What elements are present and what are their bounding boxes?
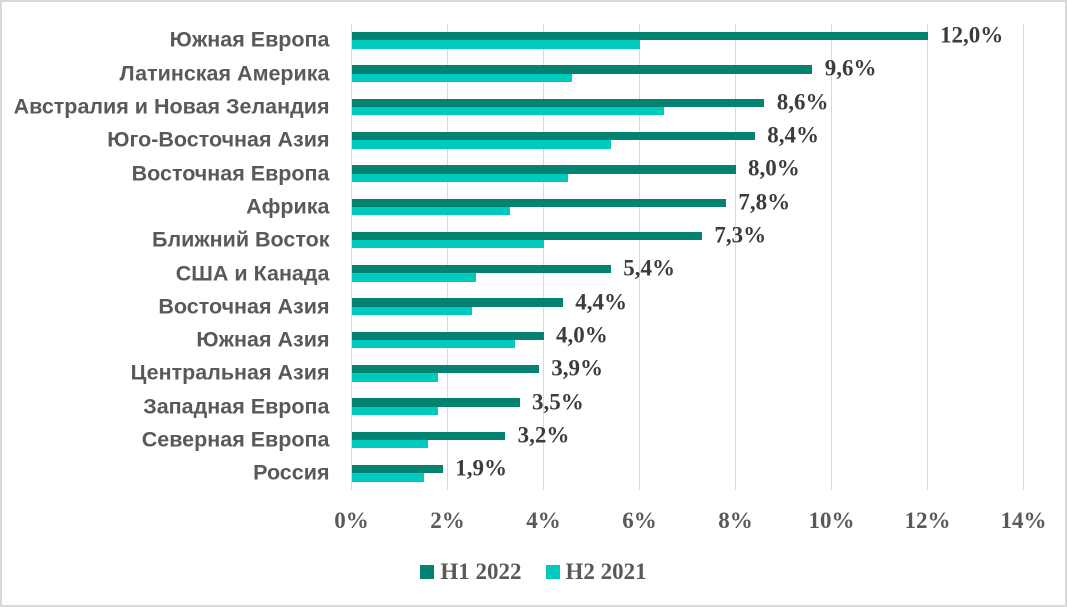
bar-h2-2021 <box>351 340 515 349</box>
category-label: Восточная Европа <box>131 161 330 186</box>
bar-h1-2022 <box>351 331 544 341</box>
data-label: 8,6% <box>776 89 829 115</box>
bar-h2-2021 <box>351 273 477 282</box>
bar-h2-2021 <box>351 73 573 82</box>
category-label: Россия <box>253 460 330 485</box>
category-label: Латинская Америка <box>119 61 330 86</box>
gridline <box>638 23 641 490</box>
data-label: 9,6% <box>824 55 877 81</box>
category-label: Африка <box>246 194 330 219</box>
bar-h1-2022 <box>351 265 611 274</box>
legend-label: H2 2021 <box>565 559 647 584</box>
gridline <box>734 23 737 490</box>
x-tick-label: 4% <box>526 508 561 533</box>
gridline <box>542 23 545 490</box>
data-label: 8,4% <box>767 122 819 148</box>
gridline <box>1022 23 1025 490</box>
bar-h1-2022 <box>351 32 928 41</box>
gridline <box>830 23 833 490</box>
bar-h2-2021 <box>351 206 510 216</box>
data-label: 3,5% <box>532 389 584 415</box>
bar-h1-2022 <box>351 431 506 440</box>
bar-h1-2022 <box>351 65 813 74</box>
plot-area: 12,0% 9,6% 8,6% 8,4% 8,0% 7,8% 7,3% 5,4% 4,4% 4,0… <box>350 22 1025 490</box>
category-label: Восточная Азия <box>158 294 330 319</box>
gridline <box>926 23 929 490</box>
data-label: 4,4% <box>575 289 627 315</box>
category-label: Ближний Восток <box>152 227 330 252</box>
bar-h2-2021 <box>351 406 438 416</box>
bar-h1-2022 <box>351 465 443 474</box>
category-label: Южная Европа <box>169 27 330 52</box>
x-tick-label: 14% <box>1000 508 1047 533</box>
legend-item-h2-2021: H2 2021 <box>545 559 647 584</box>
bar-h1-2022 <box>351 298 563 307</box>
bar-h2-2021 <box>351 106 664 116</box>
category-label: США и Канада <box>175 261 330 285</box>
category-label: Юго-Восточная Азия <box>107 127 330 152</box>
bar-h2-2021 <box>351 440 429 449</box>
bar-h2-2021 <box>351 240 544 249</box>
bar-h1-2022 <box>351 165 736 174</box>
legend-item-h1-2022: H1 2022 <box>420 559 522 584</box>
bar-h1-2022 <box>351 231 702 241</box>
category-label: Северная Европа <box>141 427 330 452</box>
bar-h1-2022 <box>351 198 726 207</box>
legend-swatch-icon <box>545 564 560 579</box>
data-label: 7,8% <box>738 189 791 215</box>
bar-h2-2021 <box>351 140 611 149</box>
bar-h1-2022 <box>351 98 765 107</box>
data-label: 8,0% <box>748 155 800 181</box>
bar-h2-2021 <box>351 306 472 316</box>
data-label: 4,0% <box>556 322 608 348</box>
bar-h1-2022 <box>351 365 539 374</box>
x-tick-label: 6% <box>622 508 657 533</box>
category-label: Австралия и Новая Зеландия <box>13 94 330 119</box>
category-label: Южная Азия <box>196 327 330 352</box>
bar-h2-2021 <box>351 173 568 182</box>
bar-h2-2021 <box>351 40 640 49</box>
bar-h2-2021 <box>351 373 438 382</box>
category-label: Западная Европа <box>143 394 330 419</box>
data-label: 12,0% <box>940 22 1004 48</box>
data-label: 3,2% <box>517 422 570 448</box>
x-tick-label: 2% <box>430 508 465 533</box>
legend: H1 2022 H2 2021 <box>2 559 1065 584</box>
bar-h2-2021 <box>351 473 424 482</box>
data-label: 7,3% <box>714 222 767 248</box>
data-label: 5,4% <box>623 255 675 281</box>
legend-swatch-icon <box>420 564 435 579</box>
gridline <box>446 23 449 490</box>
data-label: 3,9% <box>551 355 603 381</box>
x-tick-label: 0% <box>334 508 369 533</box>
gridline <box>350 23 353 490</box>
x-tick-label: 8% <box>718 508 753 533</box>
bar-h1-2022 <box>351 398 520 407</box>
x-tick-label: 12% <box>904 508 951 533</box>
x-tick-label: 10% <box>808 508 855 533</box>
data-label: 1,9% <box>455 455 507 481</box>
bar-h1-2022 <box>351 131 755 141</box>
category-label: Центральная Азия <box>130 360 330 385</box>
legend-label: H1 2022 <box>440 559 522 584</box>
